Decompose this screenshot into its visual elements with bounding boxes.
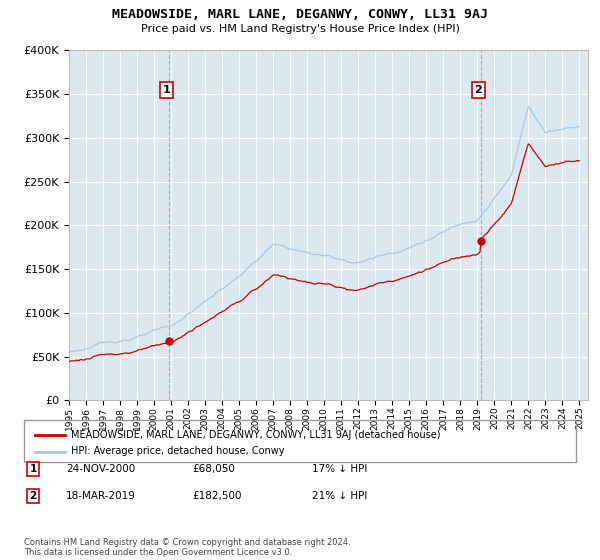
Text: MEADOWSIDE, MARL LANE, DEGANWY, CONWY, LL31 9AJ: MEADOWSIDE, MARL LANE, DEGANWY, CONWY, L… (112, 8, 488, 21)
Text: 21% ↓ HPI: 21% ↓ HPI (312, 491, 367, 501)
Text: Contains HM Land Registry data © Crown copyright and database right 2024.
This d: Contains HM Land Registry data © Crown c… (24, 538, 350, 557)
Text: £68,050: £68,050 (192, 464, 235, 474)
Text: 17% ↓ HPI: 17% ↓ HPI (312, 464, 367, 474)
Text: 1: 1 (163, 85, 171, 95)
Text: 18-MAR-2019: 18-MAR-2019 (66, 491, 136, 501)
Text: £182,500: £182,500 (192, 491, 241, 501)
Text: 24-NOV-2000: 24-NOV-2000 (66, 464, 135, 474)
Text: 1: 1 (29, 464, 37, 474)
Text: 2: 2 (29, 491, 37, 501)
Text: Price paid vs. HM Land Registry's House Price Index (HPI): Price paid vs. HM Land Registry's House … (140, 24, 460, 34)
Text: HPI: Average price, detached house, Conwy: HPI: Average price, detached house, Conw… (71, 446, 284, 456)
Text: MEADOWSIDE, MARL LANE, DEGANWY, CONWY, LL31 9AJ (detached house): MEADOWSIDE, MARL LANE, DEGANWY, CONWY, L… (71, 430, 440, 440)
Text: 2: 2 (475, 85, 482, 95)
